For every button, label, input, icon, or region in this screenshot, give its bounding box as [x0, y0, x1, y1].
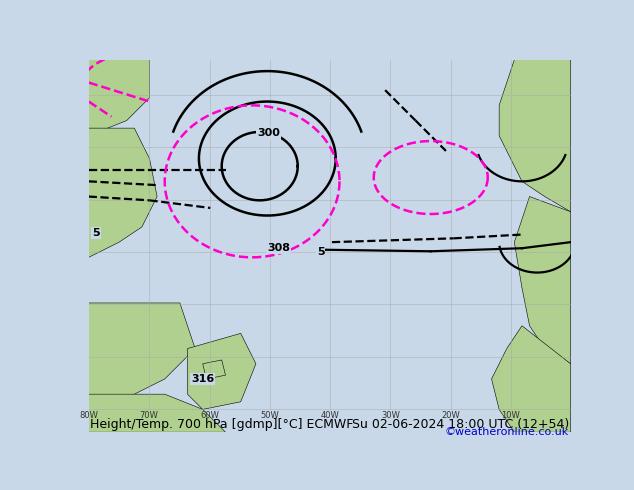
Text: 316: 316	[191, 374, 214, 384]
Text: ©weatheronline.co.uk: ©weatheronline.co.uk	[445, 427, 569, 437]
Text: 40W: 40W	[320, 411, 339, 420]
Text: Height/Temp. 700 hPa [gdmp][°C] ECMWF: Height/Temp. 700 hPa [gdmp][°C] ECMWF	[90, 418, 354, 432]
Polygon shape	[491, 326, 571, 432]
Text: 5: 5	[93, 228, 100, 238]
Text: Su 02-06-2024 18:00 UTC (12+54): Su 02-06-2024 18:00 UTC (12+54)	[352, 418, 569, 432]
Text: 60W: 60W	[200, 411, 219, 420]
Text: 50W: 50W	[260, 411, 279, 420]
Text: 30W: 30W	[381, 411, 400, 420]
Polygon shape	[514, 196, 571, 364]
Polygon shape	[89, 394, 226, 432]
Polygon shape	[499, 60, 571, 212]
Polygon shape	[89, 128, 157, 257]
Text: 300: 300	[257, 128, 280, 139]
Text: 80W: 80W	[79, 411, 98, 420]
Polygon shape	[203, 360, 226, 379]
Polygon shape	[188, 333, 256, 409]
Text: 70W: 70W	[139, 411, 158, 420]
Text: 5: 5	[317, 247, 325, 257]
Text: 10W: 10W	[501, 411, 520, 420]
Text: 308: 308	[267, 243, 290, 253]
Text: 20W: 20W	[441, 411, 460, 420]
Polygon shape	[89, 60, 150, 136]
Polygon shape	[89, 303, 195, 409]
